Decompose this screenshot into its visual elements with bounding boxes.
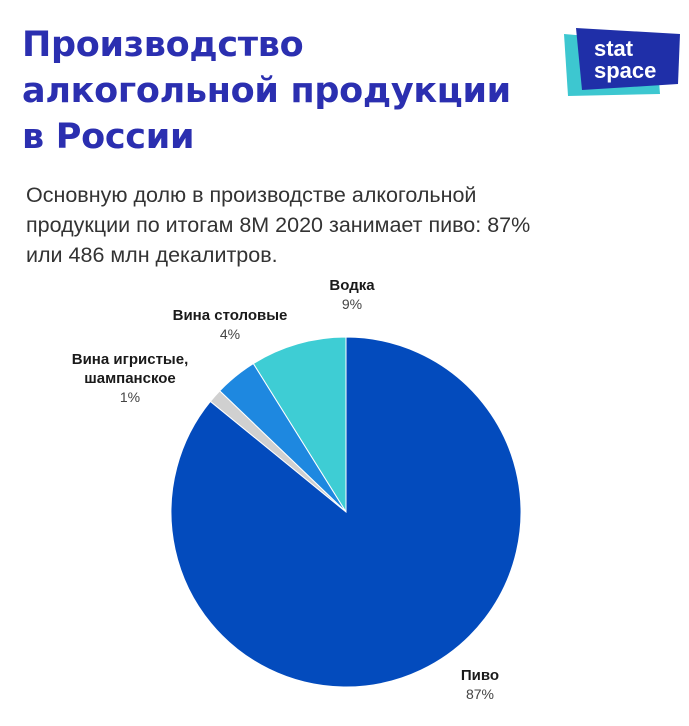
slice-label-0-name-0: Водка <box>329 277 375 294</box>
subtitle: Основную долю в производстве алкогольной… <box>26 180 666 270</box>
title-line-3: в России <box>22 117 195 157</box>
slice-label-2-name-0: Вина игристые, <box>72 351 188 368</box>
logo-front-shape <box>576 28 680 90</box>
pie-slice-3 <box>170 336 522 688</box>
pie-slice-0 <box>252 336 347 514</box>
pie-slices <box>170 336 522 688</box>
slice-label-2-name-1: шампанское <box>84 370 176 387</box>
slice-label-3-value: 87% <box>466 686 494 702</box>
title-line-1: Производство <box>22 25 304 65</box>
slice-label-0-value: 9% <box>342 296 362 312</box>
slice-label-3-name-0: Пиво <box>461 667 499 684</box>
slice-label-1-value: 4% <box>220 326 240 342</box>
logo-text-line-2: space <box>594 58 656 83</box>
subtitle-line-3: или 486 млн декалитров. <box>26 243 278 267</box>
subtitle-line-2: продукции по итогам 8М 2020 занимает пив… <box>26 213 531 237</box>
title-line-2: алкогольной продукции <box>22 71 511 111</box>
pie-labels: Водка 9% Вина столовые 4% Вина игристые, шамп… <box>72 277 499 702</box>
slice-label-2-value: 1% <box>120 389 140 405</box>
logo-text-line-1: stat <box>594 36 634 61</box>
slice-label-1-name-0: Вина столовые <box>173 307 288 324</box>
page-title: Производство алкогольной продукции в Рос… <box>22 22 511 160</box>
statspace-logo: stat space <box>564 28 680 96</box>
subtitle-line-1: Основную долю в производстве алкогольной <box>26 183 477 207</box>
